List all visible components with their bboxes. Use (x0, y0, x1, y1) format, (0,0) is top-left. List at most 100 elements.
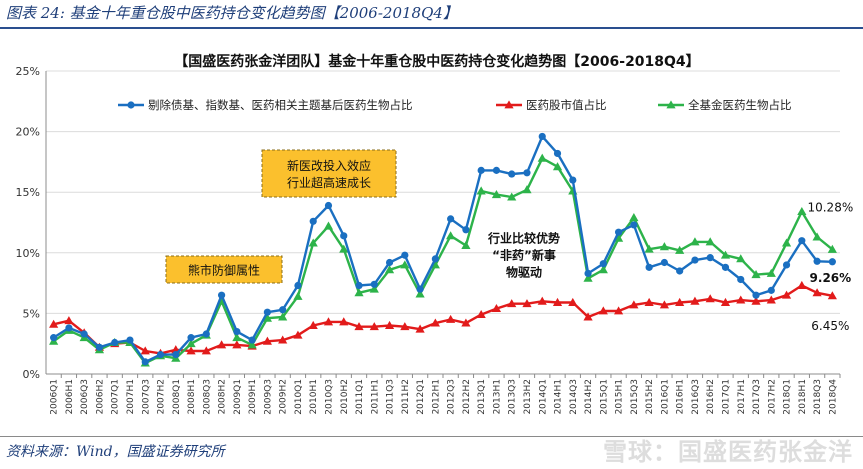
data-point (659, 300, 670, 309)
data-point (446, 314, 456, 323)
data-point (690, 296, 700, 305)
data-point (293, 291, 303, 300)
x-tick-label: 2007Q1 (111, 379, 121, 415)
data-point (721, 263, 730, 271)
data-point (279, 306, 287, 314)
data-point (49, 319, 59, 328)
data-point (278, 312, 288, 321)
data-point (644, 297, 654, 306)
series-0 (50, 132, 836, 366)
y-axis-ticks: 0% 5% 10% 15% 20% 25% (16, 65, 40, 381)
data-point (308, 238, 318, 247)
x-tick-label: 2008Q1 (172, 379, 182, 415)
data-point (354, 288, 364, 297)
data-point (141, 358, 149, 366)
annotation-text: 熊市防御属性 (188, 263, 260, 278)
data-point (323, 317, 334, 326)
data-point (293, 330, 303, 339)
x-tick-label: 2011Q1 (355, 379, 365, 415)
y-tick-label: 0% (23, 368, 40, 381)
annotation-text: “非药”新事 (492, 248, 556, 263)
data-point (523, 169, 531, 177)
x-tick-label: 2014H1 (554, 379, 564, 414)
data-point (508, 170, 516, 178)
data-point (233, 327, 241, 336)
x-tick-label: 2018H1 (798, 379, 808, 414)
x-tick-label: 2008H1 (187, 379, 197, 414)
data-point (201, 346, 211, 355)
x-tick-label: 2013H1 (492, 379, 502, 414)
data-point (613, 233, 624, 242)
data-point (491, 190, 502, 199)
data-point (522, 299, 532, 308)
data-point (140, 346, 150, 355)
data-point (827, 244, 837, 253)
data-point (476, 310, 486, 319)
x-tick-label: 2017Q3 (752, 379, 762, 415)
x-tick-label: 2006H2 (95, 379, 105, 414)
data-point (705, 294, 715, 303)
data-point (401, 251, 409, 259)
data-point (447, 215, 455, 223)
data-point (675, 245, 685, 254)
data-point (461, 318, 471, 327)
data-point (706, 254, 714, 262)
x-tick-label: 2015Q3 (630, 379, 640, 415)
annotation-text: 物驱动 (506, 265, 542, 280)
data-point (552, 297, 563, 306)
data-point (782, 261, 791, 269)
x-tick-label: 2017H2 (767, 379, 777, 414)
data-point (384, 320, 395, 329)
x-tick-label: 2014H2 (584, 379, 594, 414)
data-point (339, 244, 349, 253)
caption-divider (0, 27, 863, 29)
data-point (613, 306, 624, 315)
y-tick-label: 20% (16, 126, 40, 139)
x-tick-label: 2007H1 (126, 379, 136, 414)
data-point (691, 256, 699, 264)
data-point (339, 317, 349, 326)
data-point (262, 313, 273, 322)
x-tick-label: 2011H2 (401, 379, 411, 414)
data-point (584, 269, 592, 278)
x-tick-label: 2015H2 (645, 379, 655, 414)
data-point (80, 330, 88, 338)
x-tick-label: 2008Q3 (202, 379, 212, 415)
series-line (52, 157, 834, 365)
data-point (477, 166, 485, 174)
legend-swatch-marker (504, 100, 514, 109)
data-point (263, 308, 272, 316)
data-point (186, 339, 196, 348)
x-tick-label: 2016H2 (706, 379, 716, 414)
data-point (400, 322, 410, 331)
x-tick-label: 2013Q1 (477, 379, 487, 415)
data-point (309, 217, 317, 225)
data-point (538, 132, 546, 141)
data-point (767, 286, 775, 294)
data-point (827, 291, 837, 300)
legend-item-2: 全基金医药生物占比 (658, 98, 792, 112)
data-point (172, 351, 180, 359)
data-point (248, 336, 256, 344)
legend-item-0: 剔除债基、指数基、医药相关主题基后医药生物占比 (118, 98, 413, 112)
data-point (446, 231, 456, 240)
data-point (369, 284, 379, 293)
data-point (294, 281, 302, 290)
data-point (690, 237, 700, 246)
x-tick-label: 2016H1 (676, 379, 686, 414)
data-point (798, 237, 806, 245)
data-point (216, 340, 227, 349)
data-point (461, 240, 471, 249)
data-point (323, 221, 334, 230)
data-point (751, 270, 761, 279)
x-tick-label: 2006Q1 (50, 379, 60, 415)
data-point (95, 343, 104, 351)
data-point (720, 250, 731, 259)
data-point (370, 280, 378, 288)
x-tick-label: 2010Q3 (324, 379, 334, 415)
data-point (156, 351, 165, 359)
x-tick-label: 2007Q3 (141, 379, 151, 415)
data-point (187, 334, 195, 342)
data-point (583, 273, 593, 282)
